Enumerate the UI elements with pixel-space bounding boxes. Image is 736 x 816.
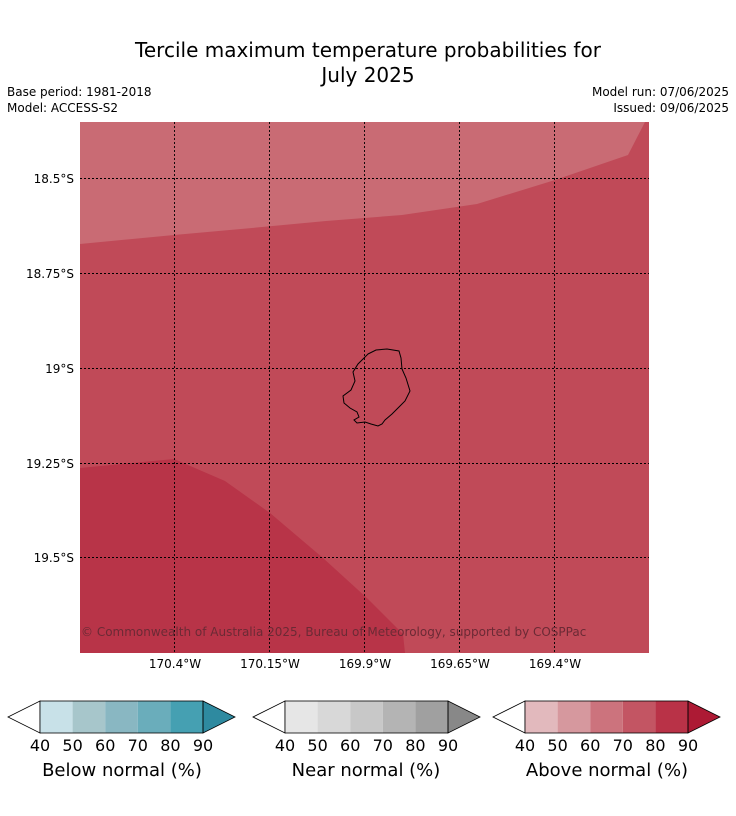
lon-label-1: 170.4°W bbox=[148, 657, 202, 671]
legend-near-tick: 50 bbox=[307, 736, 328, 755]
legend-near-tick: 40 bbox=[274, 736, 296, 755]
colorbar-below-segment-4 bbox=[137, 701, 171, 733]
colorbar-above-segment-over bbox=[687, 700, 721, 734]
colorbar-near-segment-under bbox=[252, 700, 286, 734]
meta-right: Model run: 07/06/2025 Issued: 09/06/2025 bbox=[592, 84, 729, 116]
colorbar-below-segment-5 bbox=[170, 701, 203, 733]
lat-label-3: 19°S bbox=[45, 362, 74, 376]
legend-below-normal bbox=[7, 700, 237, 734]
map-gridlines bbox=[80, 122, 649, 653]
map-band-80-90 bbox=[80, 459, 405, 653]
probability-map bbox=[80, 122, 649, 653]
colorbar-above-segment-2 bbox=[557, 701, 591, 733]
legend-near-tick: 70 bbox=[372, 736, 393, 755]
legend-below-tick: 70 bbox=[127, 736, 148, 755]
colorbar-below-normal bbox=[7, 700, 236, 734]
legend-below-title: Below normal (%) bbox=[42, 760, 202, 781]
legend-above-tick: 90 bbox=[677, 736, 699, 755]
title-line-1: Tercile maximum temperature probabilitie… bbox=[135, 38, 601, 62]
legend-above-tick: 40 bbox=[514, 736, 536, 755]
copyright-notice: © Commonwealth of Australia 2025, Bureau… bbox=[81, 625, 587, 639]
legend-above-tick: 70 bbox=[612, 736, 633, 755]
colorbar-below-segment-1 bbox=[40, 701, 73, 733]
colorbar-near-normal bbox=[252, 700, 481, 734]
map-title: Tercile maximum temperature probabilitie… bbox=[0, 38, 736, 88]
colorbar-near-segment-over bbox=[447, 700, 481, 734]
model-run: Model run: 07/06/2025 bbox=[591, 85, 729, 99]
colorbar-above-segment-1 bbox=[525, 701, 558, 733]
legend-near-normal bbox=[252, 700, 482, 734]
lat-label-2: 18.75°S bbox=[26, 267, 74, 281]
colorbar-near-segment-5 bbox=[415, 701, 448, 733]
issued-date: Issued: 09/06/2025 bbox=[613, 101, 729, 115]
legend-above-tick: 80 bbox=[645, 736, 666, 755]
lon-label-4: 169.65°W bbox=[430, 657, 490, 671]
colorbar-below-segment-2 bbox=[72, 701, 106, 733]
legend-near-tick: 80 bbox=[405, 736, 426, 755]
colorbar-above-segment-3 bbox=[590, 701, 623, 733]
niue-island-outline bbox=[342, 348, 411, 427]
colorbar-above-segment-4 bbox=[622, 701, 656, 733]
model-name: Model: ACCESS-S2 bbox=[7, 101, 119, 115]
colorbar-below-segment-3 bbox=[105, 701, 138, 733]
lon-label-3: 169.9°W bbox=[338, 657, 392, 671]
colorbar-near-segment-1 bbox=[285, 701, 318, 733]
base-period: Base period: 1981-2018 bbox=[7, 85, 152, 99]
legend-below-tick: 80 bbox=[160, 736, 181, 755]
lon-label-2: 170.15°W bbox=[240, 657, 300, 671]
legend-below-tick: 90 bbox=[192, 736, 214, 755]
colorbar-below-segment-over bbox=[202, 700, 236, 734]
meta-left: Base period: 1981-2018 Model: ACCESS-S2 bbox=[7, 84, 152, 116]
colorbar-above-normal bbox=[492, 700, 721, 734]
colorbar-near-segment-2 bbox=[317, 701, 351, 733]
colorbar-near-segment-3 bbox=[350, 701, 383, 733]
colorbar-above-segment-under bbox=[492, 700, 526, 734]
legend-below-tick: 40 bbox=[29, 736, 51, 755]
title-line-2: July 2025 bbox=[321, 63, 415, 87]
legend-near-tick: 60 bbox=[340, 736, 361, 755]
legend-near-tick: 90 bbox=[437, 736, 459, 755]
map-band-60-70 bbox=[80, 122, 645, 244]
colorbar-below-segment-under bbox=[7, 700, 41, 734]
legend-above-tick: 60 bbox=[580, 736, 601, 755]
legend-below-tick: 60 bbox=[95, 736, 116, 755]
legend-above-normal bbox=[492, 700, 722, 734]
colorbar-above-segment-5 bbox=[655, 701, 688, 733]
lat-label-1: 18.5°S bbox=[33, 172, 74, 186]
lon-label-5: 169.4°W bbox=[528, 657, 582, 671]
legend-above-title: Above normal (%) bbox=[525, 760, 689, 781]
legend-above-tick: 50 bbox=[547, 736, 568, 755]
legend-near-title: Near normal (%) bbox=[291, 760, 441, 781]
colorbar-near-segment-4 bbox=[382, 701, 416, 733]
lat-label-5: 19.5°S bbox=[33, 551, 74, 565]
legend-below-tick: 50 bbox=[62, 736, 83, 755]
lat-label-4: 19.25°S bbox=[26, 457, 74, 471]
